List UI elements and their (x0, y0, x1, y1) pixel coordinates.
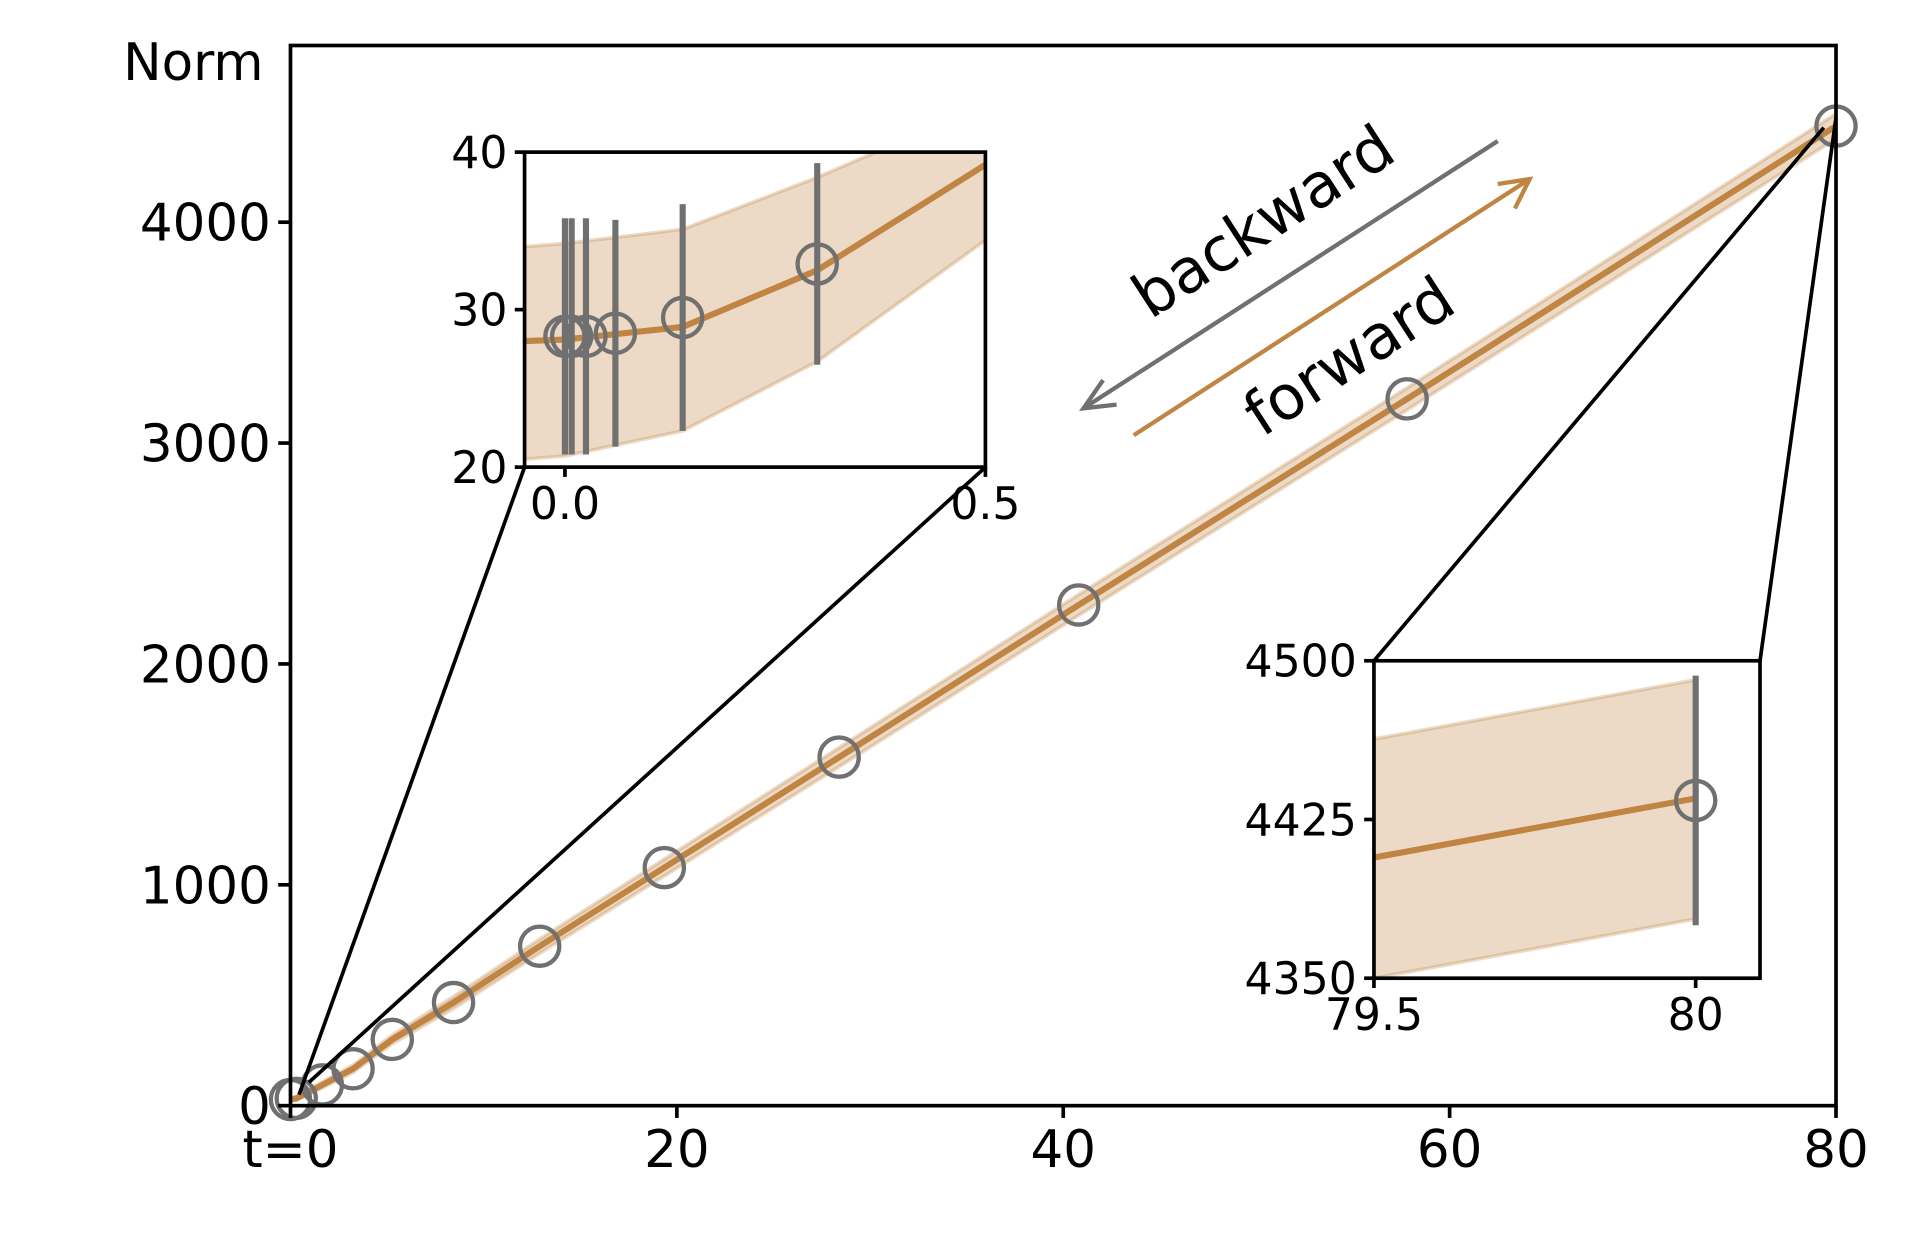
x-tick-label: 40 (1030, 1120, 1095, 1180)
marker (331, 1047, 375, 1091)
y-tick-label: 4425 (1245, 795, 1357, 846)
y-tick-label: 30 (451, 286, 507, 337)
y-tick-label: 1000 (140, 856, 271, 916)
marker (1673, 778, 1718, 823)
marker (1056, 583, 1101, 627)
y-tick-label: 2000 (140, 635, 271, 695)
zoom-line (1372, 126, 1826, 662)
backward-arrow (1082, 139, 1499, 411)
y-tick-label: 3000 (140, 415, 271, 475)
x-tick-label: 79.5 (1325, 990, 1423, 1041)
marker (642, 845, 687, 890)
inset-plot: 0.0 0.5 20 30 40 (451, 128, 1020, 530)
mean-line (290, 123, 1837, 1103)
zoom-connectors (297, 117, 1838, 1096)
main-plot: t=0 20 40 60 80 0 1000 2000 3000 4000 Norm (123, 33, 1869, 1180)
arrows (1079, 139, 1534, 438)
plot-area (1373, 675, 1699, 979)
y-tick-label: 40 (451, 128, 507, 179)
zoom-line (297, 466, 527, 1096)
inset-plot: 79.5 80 4350 4425 4500 (1245, 637, 1762, 1041)
marker (370, 1017, 415, 1062)
y-tick-label: 0 (238, 1077, 271, 1137)
marker (564, 314, 608, 359)
marker (431, 980, 476, 1025)
zoom-line (307, 465, 987, 1084)
x-tick-label: t=0 (242, 1120, 338, 1180)
y-tick-label: 4000 (140, 194, 271, 254)
y-tick-label: 20 (451, 443, 507, 494)
plot-background (524, 152, 986, 468)
x-tick-label: 0.0 (530, 479, 600, 530)
arrow-head (1497, 176, 1534, 210)
x-tick-label: 0.5 (950, 479, 1020, 530)
marker (593, 311, 638, 356)
marker (1385, 377, 1429, 421)
x-tick-label: 80 (1803, 1120, 1869, 1180)
band (524, 152, 986, 462)
x-tick-label: 20 (644, 1120, 709, 1180)
plot-frame (288, 43, 1838, 1108)
y-axis-label: Norm (123, 33, 263, 93)
arrow-head (1079, 378, 1117, 411)
marker (795, 242, 839, 286)
marker (817, 735, 861, 779)
y-tick-label: 4350 (1245, 954, 1357, 1005)
x-tick-label: 80 (1668, 990, 1724, 1041)
mean-line (1373, 795, 1697, 861)
marker (274, 1076, 319, 1121)
y-tick-label: 4500 (1245, 637, 1357, 688)
marker (549, 314, 594, 359)
forward-arrow (1132, 177, 1531, 438)
x-tick-label: 60 (1417, 1120, 1483, 1180)
marker (517, 924, 562, 968)
marker (660, 295, 705, 340)
zoom-line (1758, 117, 1838, 662)
